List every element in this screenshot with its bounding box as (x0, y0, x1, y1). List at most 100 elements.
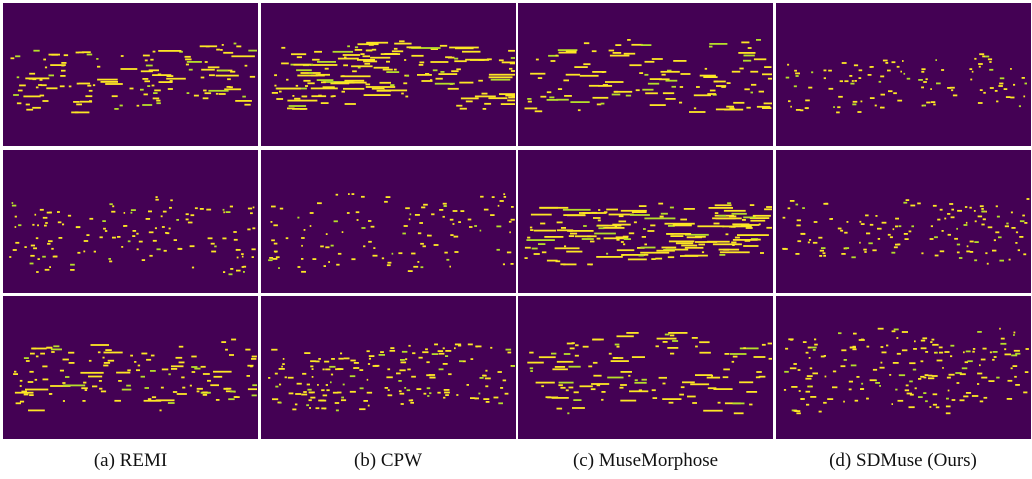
note-mark (387, 394, 392, 397)
note-mark (210, 384, 219, 387)
note-mark (57, 210, 60, 213)
note-mark (894, 225, 898, 227)
note-mark (563, 79, 569, 82)
note-mark (571, 342, 575, 344)
note-mark (416, 260, 419, 263)
note-mark (58, 236, 63, 239)
note-mark (950, 208, 954, 210)
note-mark (1022, 252, 1026, 255)
note-mark (322, 86, 335, 89)
note-mark (812, 349, 816, 351)
note-mark (280, 62, 289, 65)
note-mark (917, 79, 923, 81)
note-mark (479, 195, 484, 198)
note-mark (418, 64, 423, 66)
note-mark (820, 246, 825, 249)
note-mark (813, 220, 817, 223)
pianoroll-sdmuse-1 (775, 3, 1031, 146)
note-mark (980, 210, 985, 212)
note-mark (1003, 88, 1007, 90)
note-mark (404, 95, 408, 98)
note-mark (42, 216, 48, 219)
caption-cpw: (b) CPW (353, 450, 423, 471)
note-mark (372, 254, 377, 257)
note-mark (147, 85, 151, 87)
note-mark (274, 250, 277, 253)
note-mark (75, 51, 79, 54)
note-mark (556, 360, 574, 363)
note-mark (223, 210, 225, 213)
note-mark (121, 245, 124, 248)
note-mark (308, 407, 311, 409)
note-mark (160, 386, 164, 389)
note-mark (458, 360, 463, 363)
note-mark (897, 399, 903, 402)
note-mark (750, 91, 753, 94)
note-mark (187, 221, 193, 223)
note-mark (143, 93, 148, 96)
note-mark (920, 347, 926, 350)
note-mark (573, 399, 582, 401)
note-mark (854, 399, 858, 402)
note-mark (206, 208, 212, 210)
note-mark (502, 379, 506, 382)
note-mark (196, 390, 200, 393)
note-mark (30, 244, 35, 246)
note-mark (425, 374, 430, 377)
note-mark (639, 72, 644, 74)
note-mark (1003, 348, 1006, 351)
note-mark (545, 396, 551, 399)
note-mark (426, 395, 429, 397)
note-mark (575, 344, 579, 347)
note-mark (901, 349, 907, 352)
note-mark (274, 372, 278, 375)
note-mark (302, 95, 307, 98)
note-mark (193, 94, 199, 97)
note-mark (998, 82, 1003, 85)
note-mark (991, 358, 995, 361)
note-mark (971, 395, 978, 397)
note-mark (21, 390, 27, 393)
note-mark (306, 383, 310, 386)
note-mark (609, 54, 630, 57)
note-mark (182, 386, 186, 389)
note-mark (278, 90, 282, 93)
note-mark (828, 87, 833, 90)
note-mark (280, 46, 285, 49)
note-mark (977, 215, 982, 217)
note-mark (488, 76, 512, 79)
note-mark (1005, 96, 1010, 98)
note-mark (300, 257, 303, 260)
note-mark (23, 393, 29, 396)
note-mark (898, 224, 901, 227)
note-mark (762, 107, 772, 109)
note-mark (120, 55, 124, 57)
note-mark (497, 371, 502, 373)
note-mark (680, 73, 691, 75)
note-mark (555, 54, 558, 57)
note-mark (840, 365, 845, 368)
note-mark (222, 208, 225, 211)
note-mark (251, 255, 254, 258)
note-mark (755, 376, 761, 379)
note-mark (432, 69, 437, 72)
note-mark (843, 231, 848, 234)
note-mark (567, 412, 570, 415)
note-mark (560, 386, 566, 389)
note-mark (962, 351, 965, 354)
note-mark (596, 255, 623, 258)
note-mark (930, 224, 933, 227)
note-mark (740, 223, 760, 226)
note-mark (274, 385, 278, 388)
note-mark (161, 225, 165, 228)
note-mark (415, 388, 421, 390)
note-mark (406, 389, 410, 392)
note-mark (177, 247, 182, 250)
note-mark (273, 84, 276, 87)
note-mark (203, 89, 207, 92)
note-mark (506, 251, 511, 253)
note-mark (892, 92, 897, 95)
note-mark (630, 213, 650, 216)
note-mark (273, 242, 277, 244)
note-mark (582, 211, 607, 214)
